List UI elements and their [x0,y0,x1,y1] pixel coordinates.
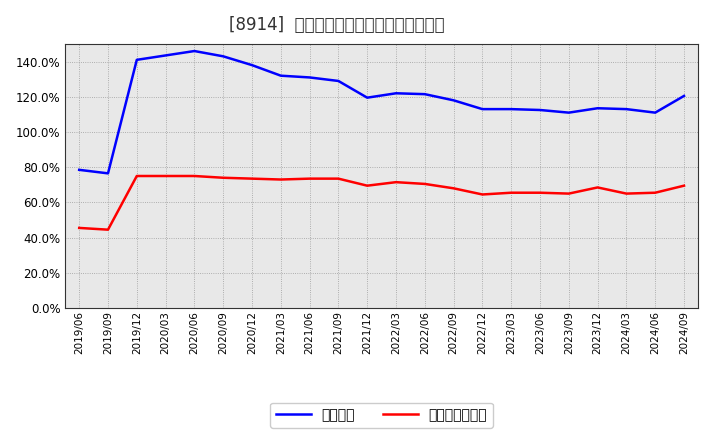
固定長期適合率 [161,173,170,179]
固定長期適合率 [593,185,602,190]
固定長期適合率 [276,177,285,182]
固定長期適合率 [104,227,112,232]
固定長期適合率 [507,190,516,195]
固定長期適合率 [334,176,343,181]
固定長期適合率 [363,183,372,188]
固定比率 [219,54,228,59]
固定比率 [680,93,688,99]
固定比率 [478,106,487,112]
固定比率 [363,95,372,100]
固定長期適合率 [449,186,458,191]
固定比率 [593,106,602,111]
Line: 固定比率: 固定比率 [79,51,684,173]
固定比率 [104,171,112,176]
固定比率 [420,92,429,97]
固定長期適合率 [651,190,660,195]
Line: 固定長期適合率: 固定長期適合率 [79,176,684,230]
固定長期適合率 [219,175,228,180]
固定長期適合率 [305,176,314,181]
固定比率 [75,167,84,172]
固定長期適合率 [478,192,487,197]
固定比率 [564,110,573,115]
Legend: 固定比率, 固定長期適合率: 固定比率, 固定長期適合率 [270,403,493,428]
固定比率 [449,98,458,103]
固定比率 [334,78,343,84]
固定比率 [651,110,660,115]
固定長期適合率 [190,173,199,179]
固定比率 [276,73,285,78]
固定比率 [190,48,199,54]
固定長期適合率 [680,183,688,188]
固定比率 [507,106,516,112]
固定長期適合率 [248,176,256,181]
固定比率 [305,75,314,80]
固定長期適合率 [564,191,573,196]
固定長期適合率 [75,225,84,231]
固定比率 [536,107,544,113]
固定比率 [132,57,141,62]
固定長期適合率 [132,173,141,179]
固定長期適合率 [622,191,631,196]
固定比率 [161,53,170,58]
固定長期適合率 [536,190,544,195]
固定長期適合率 [420,181,429,187]
固定長期適合率 [392,180,400,185]
固定比率 [248,62,256,68]
固定比率 [392,91,400,96]
固定比率 [622,106,631,112]
Title: [8914]  固定比率、固定長期適合率の推移: [8914] 固定比率、固定長期適合率の推移 [230,16,445,34]
